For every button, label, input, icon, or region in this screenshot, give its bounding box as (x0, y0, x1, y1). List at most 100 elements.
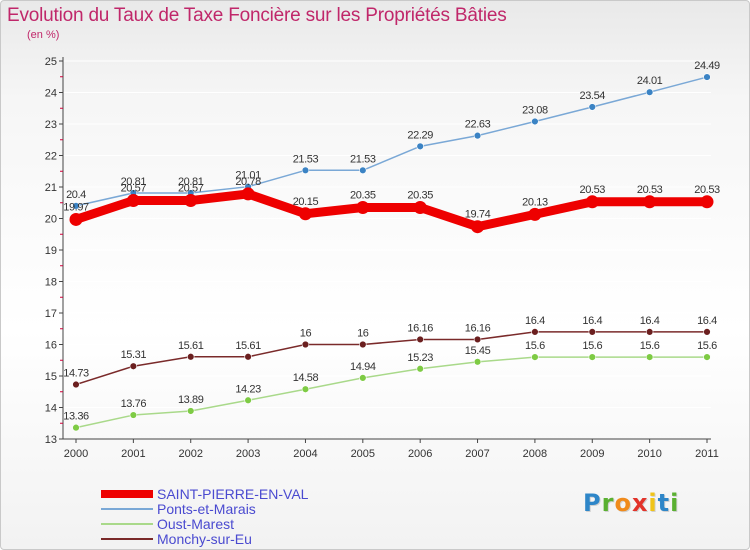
data-label: 16.4 (640, 315, 660, 327)
y-tick-label: 15 (45, 371, 57, 383)
logo-letter: i (648, 489, 658, 517)
series-line-monchy-sur-eu (75, 331, 708, 386)
data-label: 16.16 (465, 322, 491, 334)
y-tick-label: 22 (45, 151, 57, 163)
logo-letter: P (583, 489, 602, 517)
y-tick-label: 18 (45, 277, 57, 289)
y-tick-label: 20 (45, 214, 57, 226)
data-label: 14.58 (293, 372, 319, 384)
data-label: 15.45 (465, 345, 491, 357)
x-tick-label: 2005 (351, 448, 375, 460)
data-point (645, 353, 654, 361)
data-label: 20.57 (121, 183, 147, 195)
data-label: 20.4 (66, 189, 86, 201)
data-label: 20.53 (637, 184, 663, 196)
data-point (528, 207, 542, 221)
data-point (416, 142, 424, 151)
logo-letter: r (601, 489, 615, 517)
data-point (301, 340, 310, 349)
data-point (703, 73, 711, 81)
data-point (588, 103, 596, 111)
data-point (703, 328, 711, 336)
data-point (301, 166, 310, 175)
data-label: 24.01 (637, 75, 663, 87)
x-tick-label: 2001 (121, 448, 145, 460)
data-point (473, 131, 482, 140)
y-tick-label: 17 (45, 308, 57, 320)
x-tick-label: 2006 (408, 448, 432, 460)
data-label: 15.6 (582, 340, 602, 352)
data-label: 15.31 (121, 349, 147, 361)
y-tick-label: 19 (45, 245, 57, 257)
y-tick-label: 25 (45, 56, 57, 68)
data-label: 15.61 (235, 340, 261, 352)
data-point (184, 194, 198, 208)
data-point (413, 200, 427, 214)
chart-title: Evolution du Taux de Taxe Foncière sur l… (7, 5, 507, 26)
data-point (531, 353, 539, 361)
x-tick-label: 2002 (178, 448, 202, 460)
data-label: 14.94 (350, 361, 376, 373)
data-point (129, 411, 138, 419)
proxiti-logo: Proxiti (583, 489, 679, 517)
data-label: 20.53 (580, 184, 606, 196)
data-point (244, 396, 252, 404)
data-point (645, 88, 654, 96)
data-point (416, 335, 424, 344)
y-tick-label: 14 (45, 403, 57, 415)
data-point (531, 328, 539, 336)
x-tick-label: 2010 (637, 448, 661, 460)
data-label: 20.81 (178, 176, 204, 188)
data-label: 20.35 (350, 189, 376, 201)
data-point (187, 353, 195, 361)
x-tick-label: 2011 (695, 448, 719, 460)
data-label: 16 (300, 328, 312, 340)
data-label: 20.78 (235, 176, 261, 188)
data-label: 13.76 (121, 398, 147, 410)
logo-letter: o (614, 489, 632, 517)
data-label: 15.23 (407, 352, 433, 364)
data-label: 15.6 (640, 340, 660, 352)
data-label: 21.53 (350, 153, 376, 165)
data-label: 24.49 (694, 60, 720, 72)
data-point (359, 340, 367, 349)
data-label: 13.89 (178, 394, 204, 406)
y-tick-label: 23 (45, 119, 57, 131)
data-label: 20.35 (407, 189, 433, 201)
data-label: 21.53 (293, 153, 319, 165)
data-point (244, 353, 252, 361)
data-label: 21.01 (235, 170, 261, 182)
logo-letter: t (657, 489, 671, 517)
data-label: 14.23 (235, 383, 261, 395)
data-point (473, 358, 482, 366)
x-tick-label: 2004 (293, 448, 317, 460)
y-tick-label: 13 (45, 434, 57, 446)
data-point (69, 212, 83, 226)
data-label: 23.54 (580, 90, 606, 102)
data-point (473, 335, 482, 344)
data-point (187, 407, 195, 415)
data-point (645, 328, 654, 336)
legend-label: Monchy-sur-Eu (157, 531, 252, 547)
series-line-oust-marest (75, 356, 708, 429)
y-tick-label: 21 (45, 182, 57, 194)
data-label: 20.13 (522, 196, 548, 208)
data-point (72, 380, 80, 389)
data-point (585, 195, 599, 209)
data-label: 16 (357, 328, 369, 340)
x-tick-label: 2009 (580, 448, 604, 460)
data-point (416, 365, 424, 373)
legend-swatch (101, 490, 153, 498)
x-tick-label: 2000 (64, 448, 88, 460)
data-label: 20.53 (694, 184, 720, 196)
legend-swatch (101, 523, 153, 525)
legend-swatch (101, 538, 153, 540)
legend-label: Oust-Marest (157, 516, 235, 532)
data-label: 22.63 (465, 119, 491, 131)
data-point (700, 195, 714, 209)
chart-unit-label: (en %) (27, 29, 60, 41)
data-point (588, 353, 596, 361)
data-label: 13.36 (63, 411, 89, 423)
